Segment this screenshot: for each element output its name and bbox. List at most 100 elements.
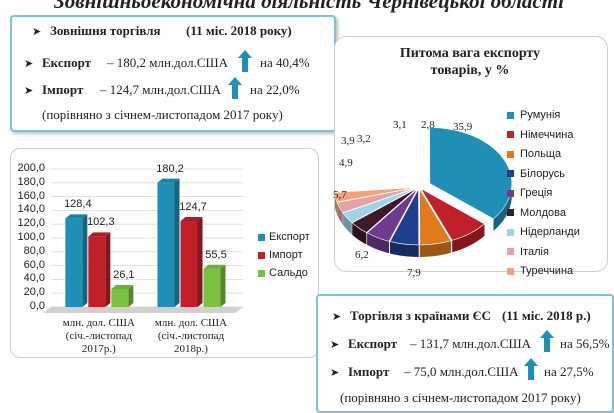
eu-import-change: на 27,5%	[544, 364, 594, 379]
up-arrow-icon	[540, 330, 554, 352]
pie-legend-label: Німеччина	[520, 128, 574, 141]
foreign-trade-panel: ➤ Зовнішня торгівля (11 міс. 2018 року) …	[10, 15, 336, 132]
pie-legend-label: Румунія	[520, 109, 561, 121]
legend-swatch	[507, 170, 514, 178]
pie-slice-side	[335, 195, 337, 215]
y-tick-label: 140,0	[17, 203, 45, 216]
bar-Експорт	[157, 182, 175, 307]
pie-slice-side	[352, 222, 367, 245]
pie-slice-Румунія	[429, 127, 513, 220]
pie-legend-item: Молдова	[507, 207, 566, 219]
eu-import-value: – 75,0 млн.дол.США	[404, 364, 519, 379]
bar-value-label: 124,7	[179, 200, 207, 213]
bar-legend-item: Експорт	[258, 231, 310, 243]
bar-legend-label: Експорт	[269, 231, 310, 243]
eu-trade-heading: Торгівля з країнами ЄС	[350, 308, 491, 323]
up-arrow-icon	[238, 50, 252, 72]
y-tick-label: 120,0	[17, 217, 45, 230]
pie-title-line2: товарів, у %	[430, 63, 510, 78]
legend-swatch	[507, 189, 514, 197]
chart-floor	[43, 307, 243, 313]
pie-legend-item: Туреччина	[507, 265, 573, 277]
page-title: Зовнішньоекономічна діяльність Чернівець…	[54, 0, 564, 13]
foreign-trade-period: (11 міс. 2018 року)	[186, 23, 292, 38]
bar-top	[180, 216, 203, 221]
x-category-label: млн. дол. США	[62, 317, 135, 329]
pie-value-label: 7,9	[407, 267, 421, 279]
legend-swatch	[258, 251, 265, 259]
legend-swatch	[507, 111, 514, 119]
pie-legend-label: Білорусь	[520, 167, 565, 180]
import-label: Імпорт	[42, 82, 84, 97]
eu-trade-panel: ➤ Торгівля з країнами ЄС (11 міс. 2018 р…	[316, 294, 614, 413]
y-tick-label: 80,0	[23, 244, 45, 257]
pie-slice-Німеччина	[419, 187, 485, 241]
import-value: – 124,7 млн.дол.США	[100, 82, 222, 97]
pie-legend-item: Польща	[507, 148, 561, 160]
pie-value-label: 3,9	[341, 135, 355, 147]
x-category-label: (січ.-листопад	[65, 330, 132, 342]
pie-slice-Туреччина	[335, 187, 417, 203]
pie-legend-item: Нідерланди	[507, 226, 580, 238]
pie-value-label: 4,9	[339, 157, 353, 169]
pie-slice-Нідерланди	[342, 187, 417, 223]
pie-legend-label: Туреччина	[520, 265, 574, 277]
bullet-icon: ➤	[330, 367, 340, 379]
export-change: на 40,4%	[260, 55, 310, 70]
pie-legend-item: Румунія	[507, 109, 560, 121]
bar-value-label: 26,1	[113, 268, 135, 281]
bar-side	[220, 264, 226, 307]
export-value: – 180,2 млн.дол.США	[107, 55, 229, 70]
bar-legend-item: Імпорт	[258, 249, 303, 261]
export-share-pie-panel: Питома вага експорту товарів, у % Румуні…	[333, 36, 608, 279]
bar-Імпорт	[180, 220, 198, 307]
y-tick-label: 100,0	[17, 231, 45, 243]
pie-chart	[335, 127, 513, 257]
x-category-label: (січ.-листопад	[157, 330, 225, 342]
bar-legend-label: Імпорт	[269, 249, 303, 261]
x-category-label: млн. дол. США	[154, 317, 228, 329]
pie-legend-label: Молдова	[520, 206, 566, 219]
pie-value-label: 35,9	[453, 121, 473, 133]
pie-legend-item: Італія	[507, 246, 549, 258]
comparison-note: (порівняно з січнем-листопадом 2017 року…	[42, 107, 283, 122]
y-tick-label: 20,0	[23, 286, 45, 299]
import-change: на 22,0%	[250, 82, 300, 97]
pie-value-label: 3,1	[393, 119, 407, 131]
y-tick-label: 160,0	[17, 189, 45, 202]
pie-slice-side	[367, 232, 390, 254]
bar-chart	[43, 168, 243, 313]
pie-value-label: 2,8	[421, 119, 435, 131]
pie-legend-label: Нідерланди	[520, 226, 580, 238]
bar-value-label: 128,4	[64, 198, 92, 211]
pie-value-label: 5,7	[333, 189, 347, 201]
pie-slice-Італія	[336, 187, 417, 214]
bar-Сальдо	[111, 288, 129, 307]
y-tick-label: 60,0	[23, 258, 45, 271]
y-tick-label: 180,0	[17, 175, 45, 188]
pie-slice-side	[337, 202, 343, 225]
y-tick-label: 0,0	[29, 300, 45, 312]
bar-Імпорт	[88, 236, 106, 307]
legend-swatch	[258, 233, 265, 241]
bar-top	[111, 284, 134, 289]
legend-swatch	[258, 269, 265, 277]
eu-comparison-note: (порівняно з січнем-листопадом 2017 року…	[340, 390, 581, 405]
eu-export-change: на 56,5%	[560, 336, 610, 351]
pie-slice-Молдова	[351, 188, 418, 233]
bar-top	[65, 214, 88, 219]
y-tick-label: 200,0	[17, 162, 45, 174]
x-category-label: 2018р.)	[174, 343, 208, 355]
pie-slice-side	[389, 241, 419, 257]
bar-side	[174, 178, 180, 307]
eu-export-value: – 131,7 млн.дол.США	[410, 336, 532, 351]
pie-title-line1: Питома вага експорту	[399, 46, 541, 61]
bar-legend-label: Сальдо	[269, 267, 308, 279]
legend-swatch	[507, 131, 514, 139]
bar-top	[88, 232, 111, 237]
y-tick-label: 40,0	[23, 272, 45, 285]
eu-export-label: Експорт	[348, 336, 398, 351]
legend-swatch	[507, 150, 514, 158]
bullet-icon: ➤	[32, 26, 42, 38]
eu-trade-period: (11 міс. 2018 р.)	[502, 308, 591, 323]
